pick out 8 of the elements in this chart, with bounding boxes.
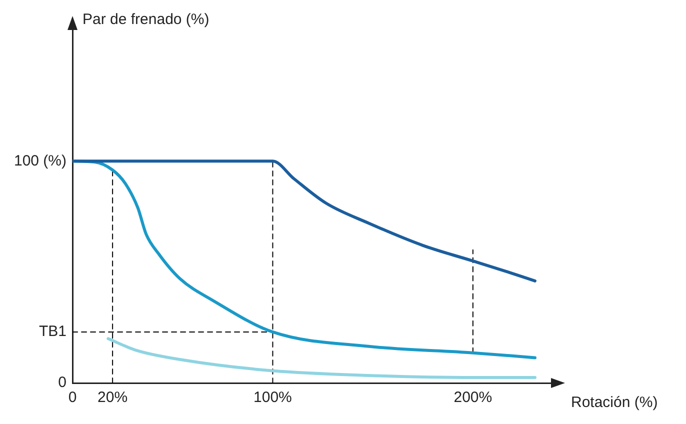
y-axis-title: Par de frenado (%) (82, 11, 210, 28)
x-tick-label: 100% (254, 389, 292, 406)
x-tick-label: 200% (454, 389, 492, 406)
y-tick-label: TB1 (39, 323, 67, 340)
y-tick-label: 0 (58, 374, 67, 392)
y-tick-label: 100 (%) (14, 152, 67, 170)
x-tick-label: 20% (98, 389, 128, 406)
x-axis-title: Rotación (%) (571, 394, 658, 412)
